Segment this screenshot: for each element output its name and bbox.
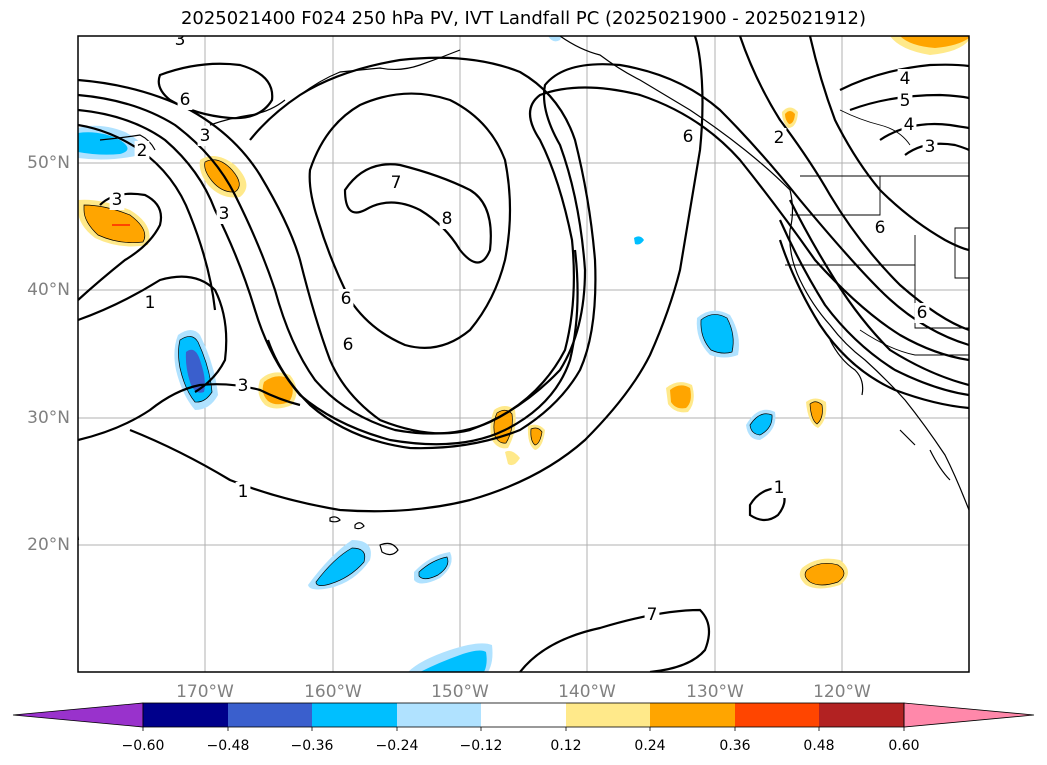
lon-label: 130°W	[686, 682, 744, 702]
colorbar-tick-label: 0.24	[634, 738, 665, 754]
colorbar-tick-label: −0.24	[376, 738, 419, 754]
contour-label: 8	[442, 209, 453, 229]
contour-label: 6	[180, 90, 191, 110]
map-frame	[77, 35, 970, 673]
contour-label: 1	[774, 478, 785, 498]
contour-label: 6	[917, 303, 928, 323]
political-borders	[785, 109, 969, 356]
colorbar-tick-label: −0.12	[460, 738, 503, 754]
pv-contours	[78, 36, 969, 672]
contour-label: 7	[647, 605, 658, 625]
contour-label: 6	[341, 289, 352, 309]
colorbar-tick-label: 0.60	[888, 738, 919, 754]
contour-label: 4	[900, 69, 911, 89]
colorbar-segment	[312, 703, 397, 727]
contour-label: 3	[238, 376, 249, 396]
contour-label: 4	[904, 115, 915, 135]
lon-label: 140°W	[558, 682, 616, 702]
colorbar-tick-label: 0.36	[719, 738, 750, 754]
lon-label: 160°W	[304, 682, 362, 702]
colorbar-tick-label: −0.36	[291, 738, 334, 754]
colorbar-segment	[735, 703, 819, 727]
contour-labels: 3 6 3 2 3 3 1 3 1 6 7 8 6 4 5 4 3 2 6 6 …	[109, 30, 938, 625]
contour-label: 5	[900, 91, 911, 111]
contour-label: 7	[391, 173, 402, 193]
contour-label: 3	[219, 204, 230, 224]
colorbar-tick-label: 0.48	[803, 738, 834, 754]
lon-label: 150°W	[431, 682, 489, 702]
colorbar-extend-low	[12, 702, 144, 728]
contour-label: 3	[175, 30, 186, 50]
lat-label: 40°N	[27, 280, 70, 300]
colorbar-segment	[143, 703, 228, 727]
colorbar-tick-label: −0.48	[207, 738, 250, 754]
lat-label: 20°N	[27, 535, 70, 555]
colorbar-tick-label: 0.12	[550, 738, 581, 754]
colorbar-ticks	[142, 727, 905, 731]
colorbar-segment	[819, 703, 904, 727]
contour-label: 3	[112, 190, 123, 210]
figure-title: 2025021400 F024 250 hPa PV, IVT Landfall…	[180, 8, 867, 29]
longitude-labels: 170°W 160°W 150°W 140°W 130°W 120°W	[176, 682, 871, 702]
lon-label: 170°W	[176, 682, 234, 702]
contour-label: 3	[925, 137, 936, 157]
colorbar-segment	[397, 703, 481, 727]
contour-label: 2	[137, 141, 148, 161]
contour-label: 6	[343, 335, 354, 355]
colorbar-extend-high	[903, 702, 1035, 728]
contour-label: 6	[875, 218, 886, 238]
contour-label: 2	[774, 128, 785, 148]
coastlines	[99, 36, 969, 556]
colorbar-segment	[650, 703, 735, 727]
colorbar-tick-label: −0.60	[122, 738, 165, 754]
contour-label: 3	[200, 126, 211, 146]
contour-label: 6	[683, 127, 694, 147]
contour-label: 1	[145, 293, 156, 313]
colorbar-segment	[566, 703, 650, 727]
lat-label: 30°N	[27, 408, 70, 428]
contour-label: 1	[238, 482, 249, 502]
colorbar-segment	[228, 703, 312, 727]
lon-label: 120°W	[813, 682, 871, 702]
latitude-labels: 50°N 40°N 30°N 20°N	[27, 153, 70, 555]
colorbar-segment	[481, 703, 566, 727]
colorbar: −0.60 −0.48 −0.36 −0.24 −0.12 0.12 0.24 …	[12, 702, 1035, 754]
lat-label: 50°N	[27, 153, 70, 173]
